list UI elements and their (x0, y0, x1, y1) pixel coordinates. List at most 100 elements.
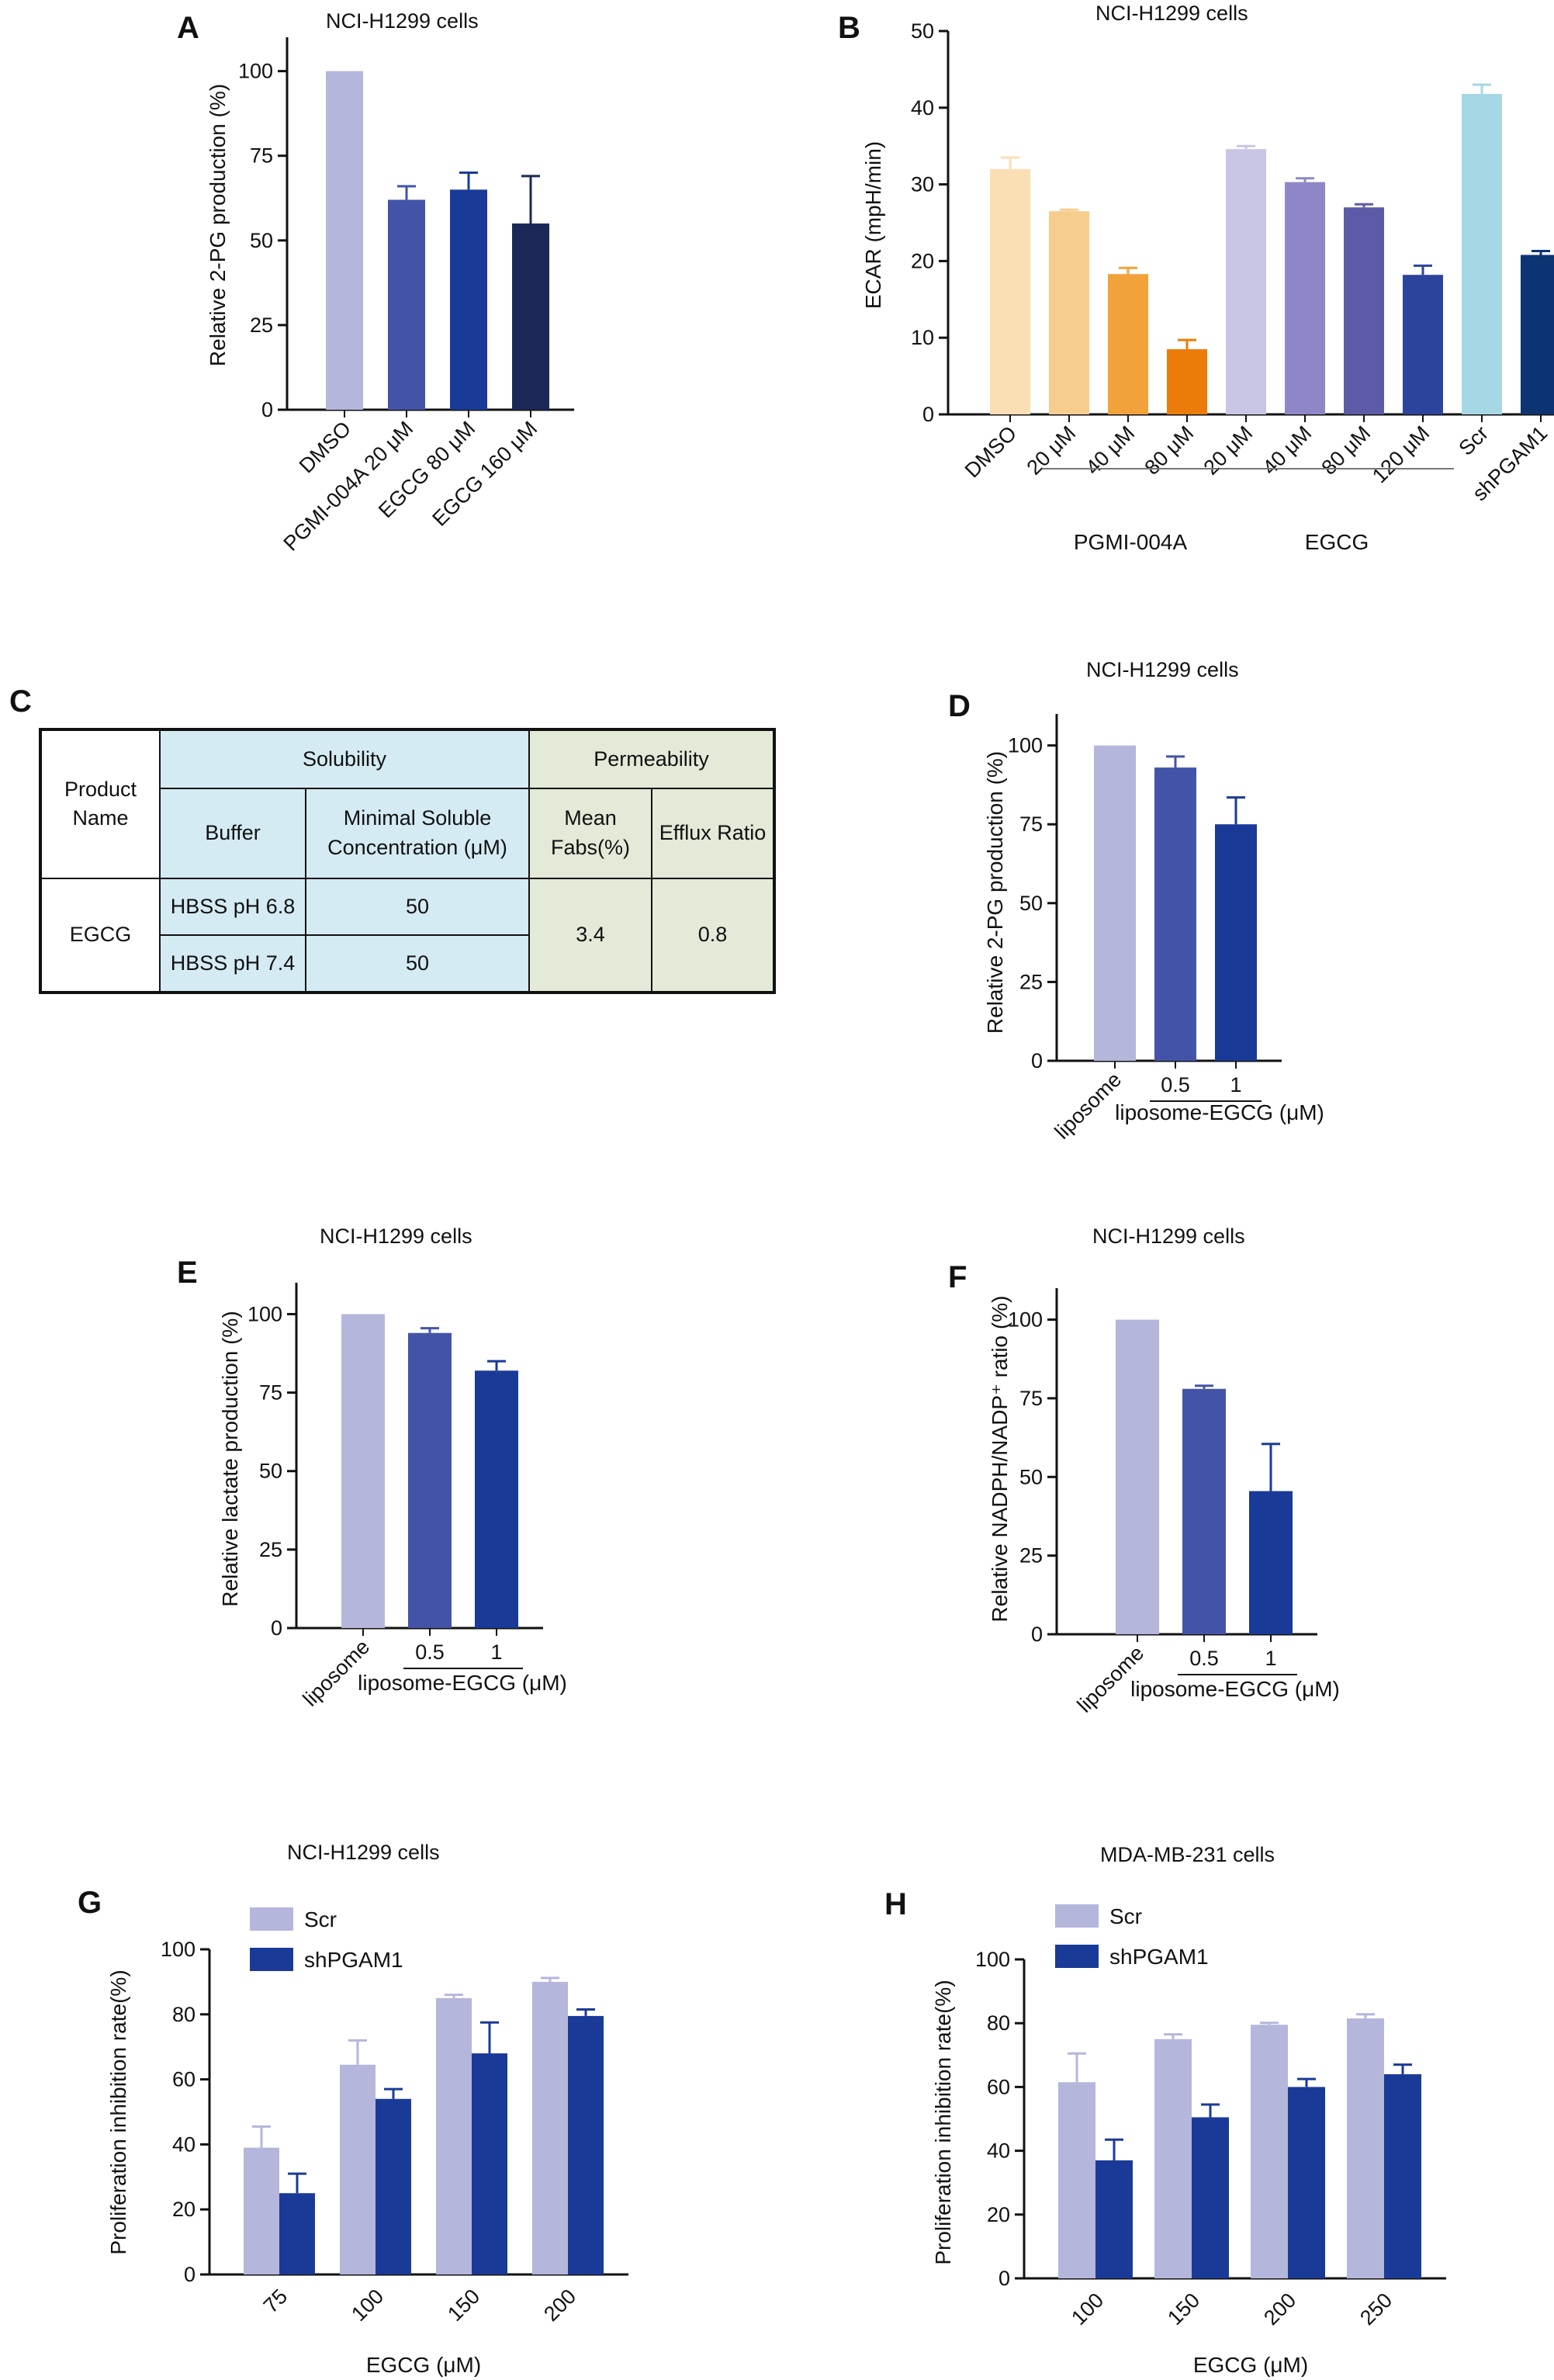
bar-value (1094, 745, 1136, 1061)
bar-Scr (532, 1981, 568, 2274)
bar-Scr (1154, 2039, 1192, 2278)
bar-shPGAM1 (279, 2193, 315, 2274)
x-axis-label: EGCG (μM) (1193, 2353, 1308, 2377)
legend-label: shPGAM1 (304, 1948, 403, 1972)
x-axis-label: liposome-EGCG (μM) (1130, 1677, 1340, 1701)
bar-value (1116, 1319, 1159, 1634)
mean-fabs-cell: 3.4 (528, 877, 652, 994)
y-tick-label: 50 (1019, 892, 1043, 915)
panel-letter-c: C (9, 684, 32, 719)
y-tick-label: 75 (1019, 812, 1043, 836)
panel-letter-a: A (177, 11, 199, 45)
y-tick-label: 20 (911, 249, 934, 272)
bar-value (326, 71, 363, 411)
x-axis-label: liposome-EGCG (μM) (358, 1671, 567, 1695)
y-tick-label: 100 (1008, 734, 1043, 757)
legend-swatch (250, 1948, 293, 1971)
bar-value (341, 1314, 385, 1628)
y-tick-label: 25 (1019, 970, 1043, 993)
bar-value (1215, 824, 1257, 1061)
y-tick-label: 0 (922, 403, 934, 426)
x-axis-label: EGCG (μM) (366, 2353, 481, 2377)
y-tick-label: 80 (987, 2011, 1010, 2035)
y-tick-label: 25 (259, 1538, 282, 1561)
panel-letter-g: G (78, 1886, 102, 1920)
chart-title-g: NCI-H1299 cells (287, 1841, 440, 1864)
legend-label: Scr (304, 1907, 337, 1931)
properties-table: Product Name Solubility Permeability Buf… (39, 728, 776, 994)
bar-value (1521, 255, 1554, 414)
bar-value (1226, 149, 1266, 415)
conc-cell: 50 (305, 877, 530, 937)
bar-value (1403, 275, 1443, 414)
y-tick-label: 75 (1019, 1387, 1043, 1410)
y-axis-label: ECAR (mpH/min) (861, 141, 885, 309)
y-tick-label: 100 (975, 1948, 1010, 1971)
y-tick-label: 40 (987, 2139, 1010, 2163)
y-tick-label: 100 (247, 1302, 282, 1325)
bar-Scr (436, 1997, 472, 2274)
bar-value (450, 189, 487, 410)
conc-cell: 50 (305, 934, 530, 993)
x-axis-label: liposome-EGCG (μM) (1115, 1100, 1324, 1124)
bar-shPGAM1 (1095, 2160, 1133, 2278)
x-tick-label: 200 (1259, 2288, 1300, 2330)
chart-title-e: NCI-H1299 cells (320, 1225, 472, 1248)
y-tick-label: 75 (250, 144, 273, 168)
y-tick-label: 25 (250, 314, 273, 337)
x-tick-label: 1 (490, 1640, 502, 1664)
chart-title-a: NCI-H1299 cells (326, 9, 479, 33)
bar-shPGAM1 (1288, 2087, 1325, 2278)
x-tick-label: 100 (1067, 2288, 1108, 2330)
x-tick-label: 0.5 (1161, 1073, 1190, 1096)
bar-value (1344, 207, 1384, 414)
y-axis-label: Proliferation inhibition rate(%) (106, 1969, 130, 2254)
y-tick-label: 30 (911, 173, 934, 196)
y-tick-label: 60 (987, 2075, 1010, 2098)
legend-label: Scr (1109, 1904, 1142, 1928)
bar-value (1049, 211, 1089, 414)
y-tick-label: 60 (172, 2068, 196, 2091)
bar-value (1249, 1491, 1293, 1634)
bar-shPGAM1 (472, 2053, 507, 2274)
bar-shPGAM1 (568, 2015, 604, 2274)
chart-title-f: NCI-H1299 cells (1092, 1225, 1245, 1248)
bar-Scr (1251, 2025, 1288, 2278)
legend-swatch (1055, 1945, 1099, 1968)
bar-shPGAM1 (1384, 2073, 1421, 2278)
bar-value (1462, 94, 1502, 415)
panel-letter-e: E (177, 1256, 198, 1290)
bar-value (1182, 1388, 1226, 1634)
bar-value (512, 223, 549, 410)
panel-letter-f: F (948, 1260, 967, 1294)
bar-shPGAM1 (1192, 2117, 1229, 2278)
y-tick-label: 75 (259, 1381, 282, 1405)
y-tick-label: 0 (184, 2263, 196, 2286)
bar-value (1108, 274, 1148, 414)
solubility-header: Solubility (159, 729, 530, 789)
x-tick-label: 0.5 (1189, 1647, 1219, 1670)
permeability-header: Permeability (528, 729, 775, 789)
y-tick-label: 20 (987, 2203, 1010, 2226)
y-tick-label: 100 (161, 1938, 196, 1961)
y-tick-label: 20 (172, 2198, 196, 2221)
y-tick-label: 0 (1031, 1049, 1043, 1072)
y-tick-label: 40 (172, 2132, 196, 2156)
chart-title-d: NCI-H1299 cells (1086, 658, 1239, 681)
legend-label: shPGAM1 (1109, 1945, 1209, 1969)
y-tick-label: 80 (172, 2003, 196, 2026)
bar-shPGAM1 (376, 2098, 411, 2274)
y-tick-label: 25 (1019, 1544, 1043, 1568)
product-cell: EGCG (40, 877, 161, 994)
legend-swatch (250, 1907, 293, 1931)
bar-Scr (244, 2147, 279, 2274)
panel-letter-b: B (838, 11, 860, 45)
y-tick-label: 100 (238, 60, 273, 83)
buffer-header: Buffer (159, 787, 306, 879)
bar-Scr (340, 2064, 376, 2274)
chart-title-h: MDA-MB-231 cells (1100, 1843, 1275, 1866)
y-tick-label: 50 (250, 229, 273, 252)
bar-value (1154, 767, 1196, 1061)
bar-Scr (1347, 2018, 1384, 2278)
y-tick-label: 50 (259, 1460, 282, 1483)
